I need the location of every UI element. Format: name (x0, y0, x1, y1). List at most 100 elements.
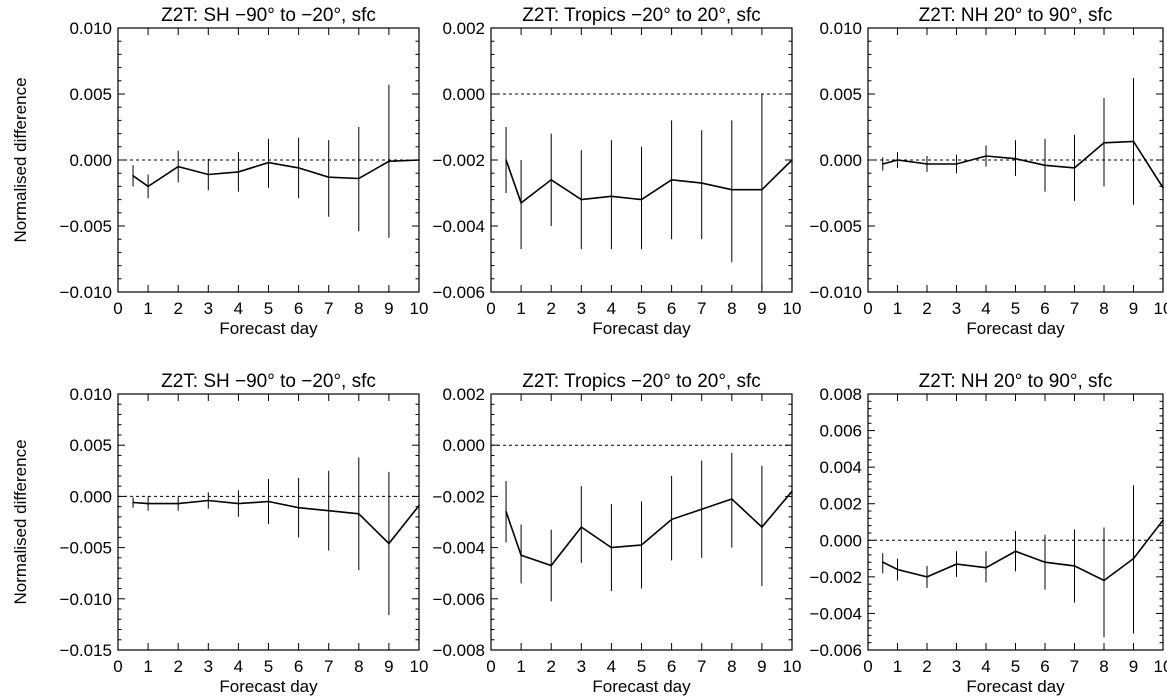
x-tick-label: 7 (324, 657, 333, 676)
y-tick-label: −0.010 (60, 283, 112, 302)
data-point (1132, 557, 1135, 560)
data-point (580, 526, 583, 528)
y-tick-label: 0.000 (442, 85, 485, 104)
x-tick-label: 8 (354, 299, 363, 318)
y-tick-label: 0.010 (69, 385, 112, 404)
data-point (731, 498, 733, 500)
series-line (882, 519, 1164, 582)
x-tick-label: 2 (546, 299, 555, 318)
y-tick-label: 0.010 (69, 19, 112, 38)
data-point (550, 564, 552, 567)
data-point (207, 499, 210, 502)
data-point (297, 167, 300, 169)
x-tick-label: 9 (757, 299, 766, 318)
data-point (610, 195, 613, 198)
data-point (505, 159, 507, 161)
x-tick-label: 10 (1154, 299, 1167, 318)
x-tick-label: 3 (204, 657, 213, 676)
y-tick-label: −0.002 (433, 151, 485, 170)
x-axis-label: Forecast day (592, 319, 691, 338)
data-point (881, 163, 884, 165)
y-axis-label: Normalised difference (11, 439, 30, 604)
chart-title: Z2T: NH 20° to 90°, sfc (919, 371, 1113, 392)
plot-frame (490, 27, 793, 293)
x-tick-label: 2 (546, 657, 555, 676)
data-point (1103, 142, 1105, 144)
data-point (985, 155, 987, 157)
data-point (610, 546, 613, 549)
x-tick-label: 10 (1154, 657, 1167, 676)
x-tick-label: 3 (577, 657, 586, 676)
x-tick-label: 10 (410, 657, 429, 676)
data-point (985, 566, 987, 569)
y-tick-label: 0.004 (819, 458, 862, 477)
x-tick-label: 6 (1040, 299, 1049, 318)
series-line (505, 159, 793, 205)
y-tick-label: −0.006 (433, 590, 485, 609)
data-point (177, 165, 179, 168)
data-point (505, 510, 507, 513)
data-point (700, 182, 703, 184)
data-point (896, 159, 899, 161)
y-tick-label: 0.002 (442, 19, 485, 38)
chart-title: Z2T: SH −90° to −20°, sfc (161, 5, 376, 26)
data-point (132, 175, 134, 177)
x-tick-label: 0 (113, 299, 122, 318)
y-tick-label: −0.006 (810, 641, 862, 660)
data-point (926, 576, 928, 578)
series-line (882, 140, 1164, 189)
x-tick-label: 7 (1070, 657, 1079, 676)
data-point (1073, 167, 1076, 169)
x-tick-label: 8 (727, 657, 736, 676)
x-tick-label: 0 (863, 657, 872, 676)
x-tick-label: 1 (143, 299, 152, 318)
x-tick-label: 8 (1099, 657, 1108, 676)
y-tick-label: −0.002 (433, 487, 485, 506)
x-tick-label: 5 (1011, 299, 1020, 318)
data-point (1103, 579, 1105, 582)
data-point (1132, 140, 1135, 143)
x-tick-label: 0 (486, 299, 495, 318)
x-tick-label: 2 (922, 657, 931, 676)
y-tick-label: 0.005 (819, 85, 862, 104)
chart-title: Z2T: Tropics −20° to 20°, sfc (522, 371, 761, 392)
data-point (237, 171, 240, 173)
x-axis-label: Forecast day (592, 677, 691, 696)
x-tick-label: 7 (697, 299, 706, 318)
y-tick-label: 0.002 (442, 385, 485, 404)
data-point (580, 198, 583, 201)
y-tick-label: −0.005 (60, 539, 112, 558)
y-tick-label: 0.006 (819, 422, 862, 441)
x-tick-label: 10 (783, 657, 802, 676)
data-point (520, 202, 522, 204)
chart-panel-5: Z2T: Tropics −20° to 20°, sfc −0.008 −0.00… (433, 371, 802, 696)
data-point (955, 163, 958, 165)
data-point (761, 188, 763, 191)
x-tick-label: 3 (952, 657, 961, 676)
data-point (147, 502, 149, 505)
x-tick-label: 0 (113, 657, 122, 676)
y-tick-label: −0.015 (60, 641, 112, 660)
y-tick-label: −0.010 (810, 283, 862, 302)
data-point (1073, 565, 1076, 567)
data-point (761, 526, 763, 528)
plot-frame (867, 393, 1164, 651)
data-point (1044, 164, 1046, 167)
x-tick-label: 3 (577, 299, 586, 318)
x-tick-label: 0 (486, 657, 495, 676)
x-tick-label: 6 (667, 657, 676, 676)
chart-panel-6: Z2T: NH 20° to 90°, sfc −0.006 −0.004 −0.00… (810, 371, 1167, 696)
y-tick-label: −0.005 (60, 217, 112, 236)
y-tick-label: −0.004 (810, 604, 862, 623)
series-line (505, 490, 793, 567)
y-tick-label: 0.010 (819, 19, 862, 38)
data-point (640, 198, 643, 201)
x-tick-label: 4 (234, 657, 243, 676)
chart-title: Z2T: Tropics −20° to 20°, sfc (522, 5, 761, 26)
x-axis-label: Forecast day (219, 677, 318, 696)
data-point (297, 506, 300, 509)
data-point (177, 502, 179, 505)
data-point (670, 179, 673, 181)
x-tick-label: 6 (294, 657, 303, 676)
